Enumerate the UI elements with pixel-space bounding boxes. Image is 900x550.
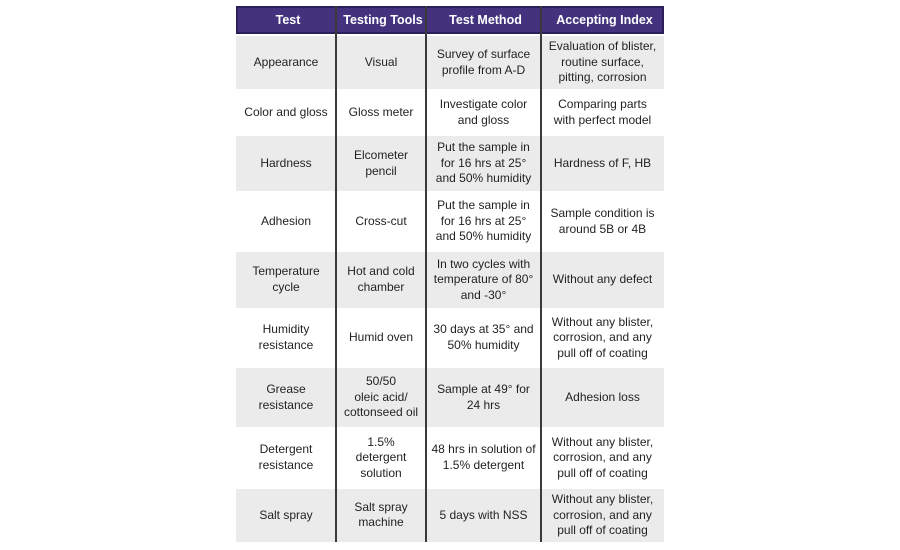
cell-method: 48 hrs in solution of 1.5% detergent bbox=[431, 442, 536, 472]
cell-method: In two cycles with temperature of 80° an… bbox=[433, 256, 534, 302]
column-divider bbox=[335, 6, 337, 542]
table-row: Detergent resistance 1.5% detergent solut… bbox=[236, 430, 664, 486]
cell-index: Without any blister, corrosion, and any … bbox=[551, 492, 654, 538]
cell-index: Evaluation of blister, routine surface, … bbox=[548, 39, 657, 85]
column-header-test-method: Test Method bbox=[449, 13, 522, 27]
cell-test: Appearance bbox=[253, 54, 319, 69]
cell-method: Put the sample in for 16 hrs at 25° and … bbox=[435, 198, 532, 244]
cell-tools: 50/50 oleic acid/ cottonseed oil bbox=[343, 374, 419, 420]
column-header-test: Test bbox=[275, 13, 301, 27]
table-body: Appearance Visual Survey of surface profil… bbox=[236, 36, 664, 542]
column-divider bbox=[540, 6, 542, 542]
cell-index: Comparing parts with perfect model bbox=[553, 96, 652, 127]
cell-test: Salt spray bbox=[259, 507, 313, 522]
column-header-accepting-index: Accepting Index bbox=[556, 13, 653, 27]
cell-test: Adhesion bbox=[260, 213, 312, 228]
cell-test: Grease resistance bbox=[258, 381, 314, 412]
cell-tools: Humid oven bbox=[348, 330, 414, 345]
cell-test: Detergent resistance bbox=[258, 442, 314, 472]
cell-method: Survey of surface profile from A-D bbox=[436, 46, 531, 77]
table-row: Temperature cycle Hot and cold chamber In … bbox=[236, 252, 664, 308]
cell-tools: Salt spray machine bbox=[354, 499, 408, 530]
cell-method: 30 days at 35° and 50% humidity bbox=[433, 322, 534, 352]
cell-test: Color and gloss bbox=[244, 104, 328, 119]
cell-index: Sample condition is around 5B or 4B bbox=[550, 205, 655, 236]
table-row: Appearance Visual Survey of surface profil… bbox=[236, 36, 664, 89]
table-row: Humidity resistance Humid oven 30 days at … bbox=[236, 311, 664, 365]
cell-index: Without any blister, corrosion, and any … bbox=[551, 314, 654, 360]
cell-index: Without any defect bbox=[552, 272, 653, 287]
cell-index: Adhesion loss bbox=[565, 389, 640, 404]
cell-tools: Cross-cut bbox=[355, 213, 407, 228]
cell-tools: Elcometer pencil bbox=[353, 147, 409, 178]
cell-tools: Visual bbox=[364, 54, 398, 69]
column-divider bbox=[425, 6, 427, 542]
cell-method: Sample at 49° for 24 hrs bbox=[437, 381, 530, 412]
coating-testing-table: Test Testing Tools Test Method Accepting… bbox=[236, 6, 664, 542]
cell-index: Hardness of F, HB bbox=[553, 155, 652, 170]
table-row: Hardness Elcometer pencil Put the sample i… bbox=[236, 136, 664, 191]
column-header-testing-tools: Testing Tools bbox=[343, 13, 423, 27]
cell-index: Without any blister, corrosion, and any … bbox=[551, 434, 654, 480]
table-row: Grease resistance 50/50 oleic acid/ cotto… bbox=[236, 368, 664, 427]
table-header: Test Testing Tools Test Method Accepting… bbox=[236, 6, 664, 34]
cell-tools: Hot and cold chamber bbox=[347, 264, 415, 294]
cell-tools: 1.5% detergent solution bbox=[355, 434, 407, 480]
cell-method: Investigate color and gloss bbox=[439, 96, 528, 127]
cell-method: Put the sample in for 16 hrs at 25° and … bbox=[435, 140, 532, 186]
cell-test: Humidity resistance bbox=[258, 322, 314, 352]
table-row: Color and gloss Gloss meter Investigate co… bbox=[236, 92, 664, 133]
table-row: Salt spray Salt spray machine 5 days with … bbox=[236, 489, 664, 542]
cell-tools: Gloss meter bbox=[348, 104, 414, 119]
cell-test: Hardness bbox=[260, 155, 312, 170]
cell-method: 5 days with NSS bbox=[439, 507, 528, 522]
cell-test: Temperature cycle bbox=[252, 264, 320, 294]
table-row: Adhesion Cross-cut Put the sample in for 1… bbox=[236, 194, 664, 249]
